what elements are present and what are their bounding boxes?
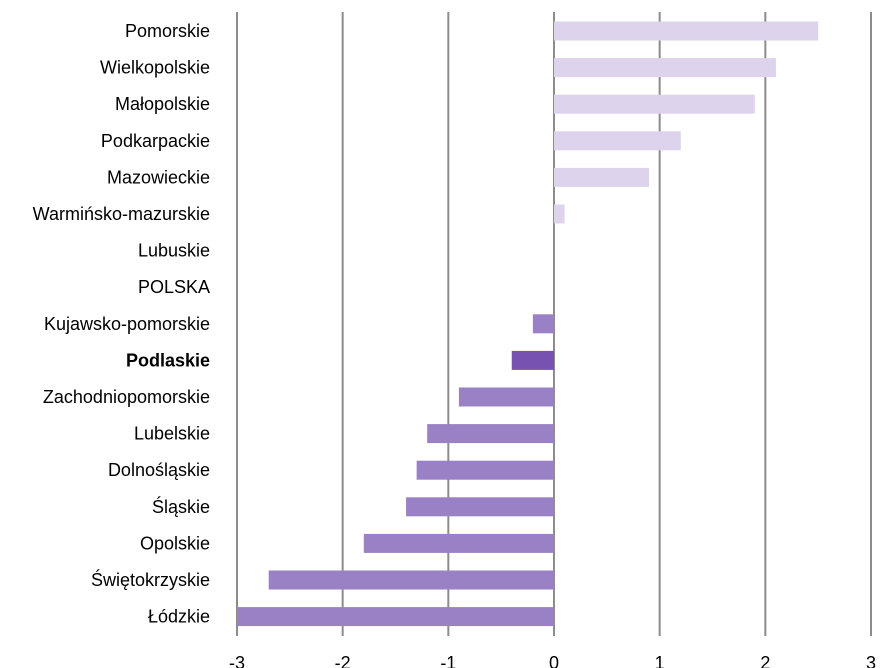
category-label: Podkarpackie xyxy=(101,131,210,151)
x-tick-label: 2 xyxy=(760,653,770,668)
bar xyxy=(363,533,554,553)
category-label: Opolskie xyxy=(140,533,210,553)
bar xyxy=(416,460,554,480)
category-label: Warmińsko-mazurskie xyxy=(33,204,210,224)
category-label: Zachodniopomorskie xyxy=(43,387,210,407)
x-tick-label: 1 xyxy=(655,653,665,668)
category-label: Kujawsko-pomorskie xyxy=(44,314,210,334)
category-labels: Pomorskie Wielkopolskie Małopolskie Podkarp… xyxy=(33,21,210,627)
bar xyxy=(237,607,554,627)
category-label: POLSKA xyxy=(138,277,210,297)
bar xyxy=(554,94,755,114)
bar xyxy=(268,570,554,590)
category-label: Świętokrzyskie xyxy=(91,569,210,590)
category-label: Pomorskie xyxy=(125,21,210,41)
bar xyxy=(532,314,554,334)
x-tick-label: -2 xyxy=(335,653,351,668)
category-label: Wielkopolskie xyxy=(100,58,210,78)
bar xyxy=(511,350,554,370)
bar xyxy=(554,167,650,187)
category-label: Podlaskie xyxy=(126,350,210,370)
bar xyxy=(554,21,819,41)
bar xyxy=(406,497,554,517)
bar xyxy=(554,58,776,78)
bar xyxy=(554,131,681,151)
x-tick-label: 0 xyxy=(549,653,559,668)
grid-lines xyxy=(236,12,872,636)
x-tick-label: -1 xyxy=(440,653,456,668)
category-label: Łódzkie xyxy=(148,607,210,627)
category-label: Lubuskie xyxy=(138,241,210,261)
x-axis-tick-labels: -3 -2 -1 0 1 2 3 xyxy=(229,653,876,668)
category-label: Śląskie xyxy=(152,496,210,517)
x-tick-label: -3 xyxy=(229,653,245,668)
x-tick-label: 3 xyxy=(866,653,876,668)
bars xyxy=(237,21,819,627)
category-label: Lubelskie xyxy=(134,424,210,444)
category-label: Mazowieckie xyxy=(107,167,210,187)
category-label: Dolnośląskie xyxy=(108,460,210,480)
bar xyxy=(554,204,565,224)
category-label: Małopolskie xyxy=(115,94,210,114)
bar xyxy=(458,387,554,407)
bar xyxy=(427,424,554,444)
